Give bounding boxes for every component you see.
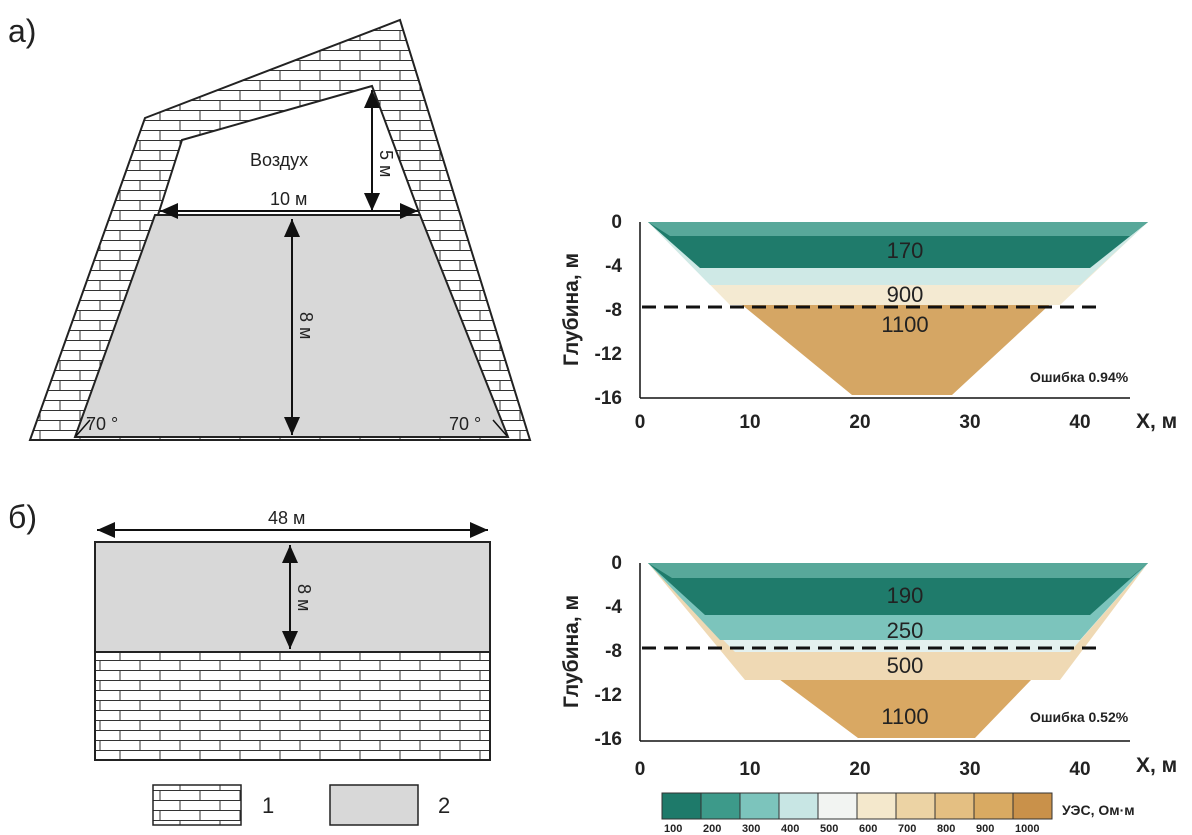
section-a-xlabel: X, м [1136,410,1177,433]
section-b-ytick: -4 [605,597,622,618]
section-a-xtick: 20 [849,412,870,433]
model-legend: 1 2 [152,784,450,826]
colorbar-swatch [934,792,975,820]
section-b-xtick: 20 [849,759,870,780]
section-a-surface-zone [648,222,1148,236]
section-a-xtick: 40 [1069,412,1090,433]
layer-fill-b [94,541,491,653]
resistivity-colorbar: 100 200 300 400 500 600 700 800 900 1000 [661,792,1053,835]
section-b-ytick: 0 [611,553,622,574]
section-a-xtick: 0 [635,412,646,433]
colorbar-value: 100 [664,823,682,835]
section-a-error: Ошибка 0.94% [1030,369,1129,385]
section-a: 0 -4 -8 -12 -16 0 10 20 30 40 Глубина, м… [560,212,1177,433]
section-b-ytick: -16 [595,729,622,750]
section-b-layer-label: 1100 [881,704,928,729]
section-b: 0 -4 -8 -12 -16 0 10 20 30 40 Глубина, м… [560,553,1177,780]
section-a-ytick: -12 [595,344,622,365]
colorbar-value: 200 [703,823,721,835]
legend-swatch-fill [329,784,419,826]
section-a-ytick: -16 [595,388,622,409]
air-label: Воздух [250,150,308,170]
angle-label-left: 70 ° [86,414,118,434]
colorbar-swatch [661,792,702,820]
colorbar-swatch [856,792,897,820]
section-b-layer-label: 250 [887,618,924,643]
legend-label-1: 1 [262,793,274,818]
section-b-layer-label: 190 [887,583,924,608]
colorbar-swatch [700,792,741,820]
panel-a-model: Воздух 10 м 5 м 8 м 70 ° 70 ° [28,18,532,441]
section-a-layer-label: 1100 [881,312,928,337]
section-b-xtick: 40 [1069,759,1090,780]
colorbar-swatch [778,792,819,820]
colorbar-value: 400 [781,823,799,835]
section-a-ytick: -4 [605,256,622,277]
section-b-ytick: -8 [605,641,622,662]
section-b-layer-label: 500 [887,653,924,678]
colorbar-swatch [817,792,858,820]
panel-b-letter: б) [8,499,37,535]
section-a-layer-label: 170 [887,238,924,263]
top-width-label: 10 м [270,189,307,209]
section-b-ylabel: Глубина, м [560,595,583,708]
section-b-error: Ошибка 0.52% [1030,709,1129,725]
angle-mark-left [75,419,91,437]
section-a-ytick: 0 [611,212,622,233]
legend-swatch-brick [152,784,242,826]
colorbar-swatch [973,792,1014,820]
colorbar-value: 800 [937,823,955,835]
colorbar-value: 700 [898,823,916,835]
section-b-surface-zone [648,563,1148,578]
colorbar-value: 500 [820,823,838,835]
colorbar-value: 1000 [1015,823,1039,835]
colorbar-swatch [739,792,780,820]
colorbar-value: 600 [859,823,877,835]
depth-label-a: 8 м [296,312,316,339]
legend-label-2: 2 [438,793,450,818]
depth-label-b: 8 м [294,584,314,611]
angle-label-right: 70 ° [449,414,481,434]
section-b-xtick: 30 [959,759,980,780]
panel-a-letter: а) [8,13,36,49]
colorbar-value: 300 [742,823,760,835]
width-label-b: 48 м [268,508,305,528]
section-a-xtick: 10 [739,412,760,433]
section-b-xlabel: X, м [1136,754,1177,777]
colorbar-title: УЭС, Ом·м [1062,802,1135,818]
section-b-ytick: -12 [595,685,622,706]
section-b-xtick: 0 [635,759,646,780]
section-b-xtick: 10 [739,759,760,780]
section-a-xtick: 30 [959,412,980,433]
colorbar-value: 900 [976,823,994,835]
air-height-label: 5 м [376,150,396,177]
section-a-layer-label: 900 [887,282,924,307]
bedrock-brick-b [94,651,491,761]
angle-mark-right [492,419,508,437]
colorbar-swatch [1012,792,1053,820]
panel-b-model: 48 м 8 м [94,508,491,761]
section-a-ytick: -8 [605,300,622,321]
colorbar-swatch [895,792,936,820]
section-a-ylabel: Глубина, м [560,253,583,366]
